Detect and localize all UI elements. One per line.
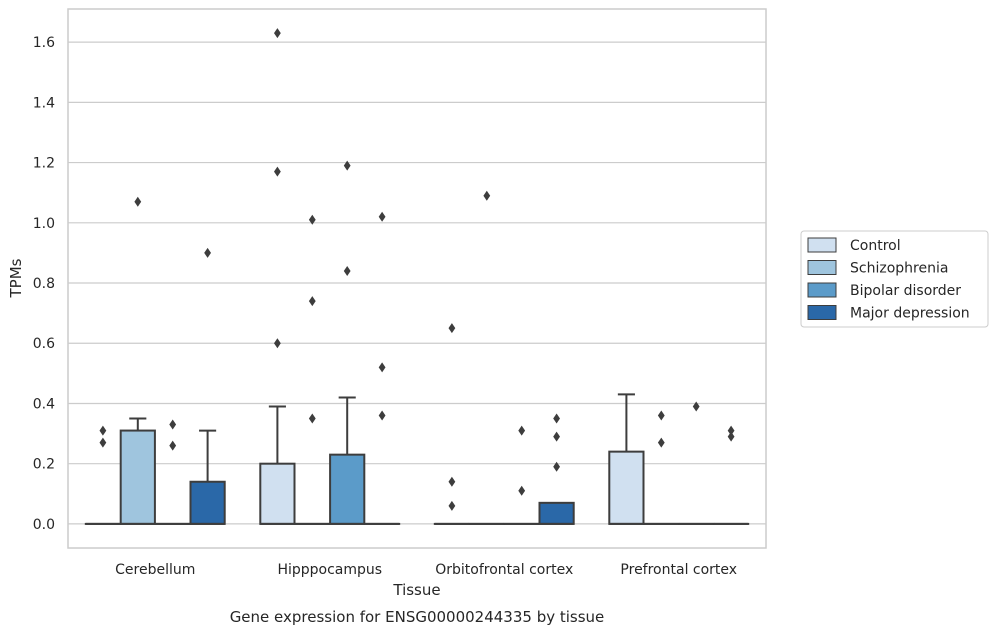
outlier-point (274, 28, 281, 39)
y-tick-label: 1.4 (33, 95, 55, 111)
legend-swatch (807, 282, 837, 298)
outlier-point (692, 401, 700, 412)
legend-label: Schizophrenia (850, 261, 948, 277)
outlier-point (308, 413, 316, 424)
chart-caption: Gene expression for ENSG00000244335 by t… (230, 608, 605, 626)
y-tick-label: 0.4 (33, 396, 55, 412)
legend-swatch (807, 305, 837, 320)
outlier-point (169, 440, 177, 451)
box-body (119, 429, 156, 525)
box-major-depression (189, 247, 226, 525)
outlier-point (553, 413, 560, 424)
legend: Control Schizophrenia Bipolar disorder Majo… (800, 230, 989, 328)
legend-label: Major depression (850, 306, 970, 322)
box-major-depression (363, 211, 401, 525)
y-tick-label: 0.0 (33, 517, 55, 533)
x-tick-label: Orbitofrontal cortex (435, 562, 573, 578)
box-major-depression (538, 413, 575, 525)
outlier-point (343, 160, 351, 171)
outlier-point (518, 485, 526, 496)
outlier-point (518, 425, 526, 436)
outlier-point (134, 196, 142, 207)
legend-frame (800, 230, 989, 328)
y-tick-label: 0.6 (33, 336, 55, 352)
outlier-point (378, 362, 386, 373)
box-schizophrenia (294, 214, 331, 525)
x-tick-label: Cerebellum (115, 562, 195, 578)
outlier-point (448, 500, 456, 511)
y-tick-label: 1.2 (33, 156, 55, 172)
outlier-point (448, 476, 456, 487)
box-control (259, 28, 296, 525)
y-axis-title: TPMs (7, 258, 25, 298)
outlier-point (553, 431, 560, 442)
x-tick-labels: Cerebellum Hipppocampus Orbitofrontal cort… (115, 562, 737, 578)
plot-area (68, 9, 766, 548)
legend-swatch (807, 237, 837, 253)
outlier-point (553, 461, 560, 472)
x-tick-label: Hipppocampus (277, 562, 382, 578)
legend-label: Bipolar disorder (850, 283, 961, 299)
legend-label: Control (850, 238, 901, 254)
outlier-point (483, 190, 491, 201)
box-control (608, 393, 645, 525)
outlier-point (204, 247, 211, 258)
box-body (538, 501, 575, 525)
legend-swatch (807, 260, 837, 275)
y-tick-label: 1.0 (33, 216, 55, 232)
box-body (329, 453, 366, 525)
box-groups (84, 28, 750, 525)
outlier-point (308, 214, 316, 225)
box-schizophrenia (119, 196, 156, 525)
outlier-point (343, 265, 351, 276)
box-body (608, 450, 645, 525)
outlier-point (657, 437, 665, 448)
x-axis-title: Tissue (392, 581, 440, 599)
outlier-point (727, 425, 735, 436)
box-bipolar-disorder (329, 160, 366, 525)
outlier-point (378, 410, 386, 421)
y-tick-label: 1.6 (33, 35, 55, 51)
gridlines (68, 41, 766, 525)
outlier-point (169, 419, 177, 430)
box-control (433, 323, 471, 525)
box-schizophrenia (643, 410, 680, 525)
box-major-depression (712, 425, 750, 525)
plot-frame (67, 8, 767, 549)
y-tick-labels: 0.0 0.2 0.4 0.6 0.8 1.0 1.2 1.4 1.6 (33, 35, 55, 533)
outlier-point (274, 166, 281, 177)
outlier-point (727, 431, 735, 442)
outlier-point (308, 296, 316, 307)
y-tick-label: 0.8 (33, 276, 55, 292)
outlier-point (99, 437, 107, 448)
outlier-point (657, 410, 665, 421)
box-body (259, 462, 296, 525)
box-body (189, 480, 226, 525)
x-tick-label: Prefrontal cortex (620, 562, 737, 578)
outlier-point (274, 338, 281, 349)
y-tick-label: 0.2 (33, 457, 55, 473)
outlier-point (448, 323, 456, 334)
outlier-point (378, 211, 386, 222)
outlier-point (99, 425, 107, 436)
